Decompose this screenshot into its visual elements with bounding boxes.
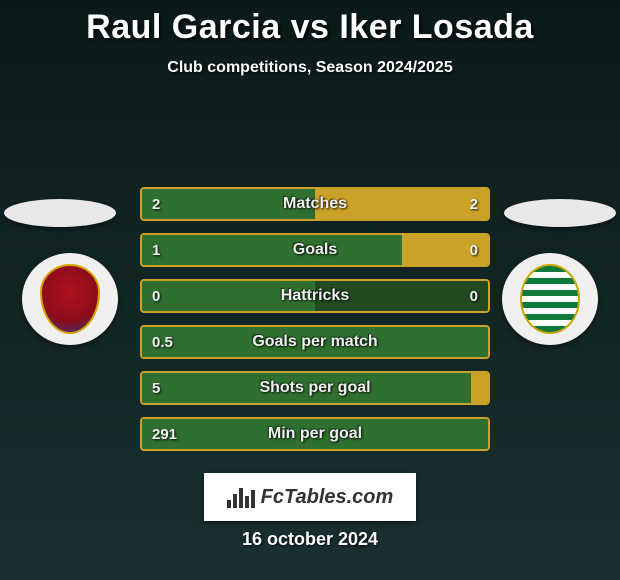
shield-icon (40, 264, 100, 334)
stat-row: 0Hattricks0 (140, 279, 490, 313)
shield-icon (520, 264, 580, 334)
stat-row: 1Goals0 (140, 233, 490, 267)
stat-label: Shots per goal (142, 373, 488, 403)
stat-row: 5Shots per goal (140, 371, 490, 405)
stat-row: 0.5Goals per match (140, 325, 490, 359)
stat-row: 2Matches2 (140, 187, 490, 221)
shadow-ellipse-right (504, 199, 616, 227)
chart-icon (227, 486, 255, 508)
brand-badge: FcTables.com (204, 473, 416, 521)
team-crest-left (22, 253, 118, 345)
comparison-bars: 2Matches21Goals00Hattricks00.5Goals per … (140, 187, 490, 463)
brand-text: FcTables.com (261, 486, 394, 509)
stat-row: 291Min per goal (140, 417, 490, 451)
team-crest-right (502, 253, 598, 345)
date-label: 16 october 2024 (0, 529, 620, 550)
page-subtitle: Club competitions, Season 2024/2025 (0, 59, 620, 77)
shadow-ellipse-left (4, 199, 116, 227)
page-title: Raul Garcia vs Iker Losada (0, 0, 620, 47)
stat-label: Min per goal (142, 419, 488, 449)
stat-label: Goals per match (142, 327, 488, 357)
stat-value-right: 0 (470, 235, 478, 265)
stat-label: Matches (142, 189, 488, 219)
stat-label: Hattricks (142, 281, 488, 311)
stat-value-right: 0 (470, 281, 478, 311)
stat-label: Goals (142, 235, 488, 265)
stat-value-right: 2 (470, 189, 478, 219)
